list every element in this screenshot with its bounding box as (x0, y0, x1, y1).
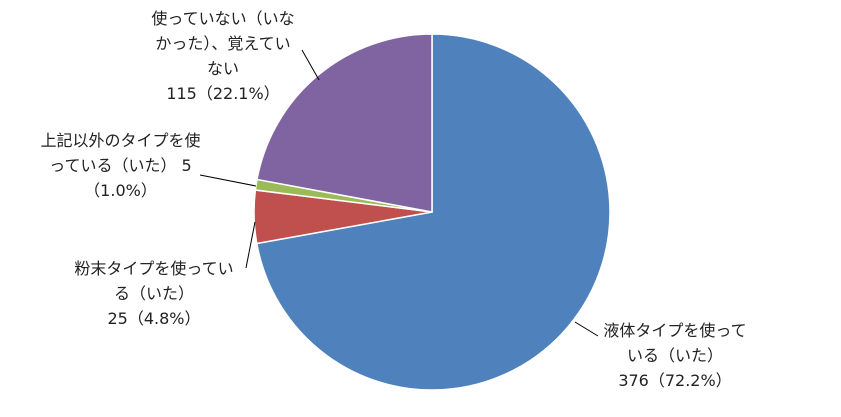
leader-lines (199, 49, 599, 337)
pie-slice (255, 33, 611, 391)
leader-line (245, 221, 256, 269)
leader-line (199, 174, 257, 187)
category-label: 液体タイプを使っている（いた） (603, 321, 747, 365)
category-label: 粉末タイプを使っている（いた） (74, 259, 234, 303)
slices (253, 33, 611, 391)
slice-label: 粉末タイプを使っている（いた） 25（4.8%） (74, 256, 234, 331)
value-label: 376（72.2%） (618, 371, 732, 390)
category-label: 上記以外のタイプを使っている（いた） (40, 131, 201, 175)
slice-label: 液体タイプを使っている（いた） 376（72.2%） (600, 318, 750, 393)
value-label: 25（4.8%） (107, 309, 201, 328)
category-label: 使っていない（いなかった）、覚えていない (151, 9, 295, 78)
value-label: 5（1.0%） (84, 156, 192, 200)
slice-label: 使っていない（いなかった）、覚えていない 115（22.1%） (148, 6, 298, 106)
slice-label: 上記以外のタイプを使っている（いた） 5（1.0%） (38, 128, 203, 203)
pie-slice (256, 33, 433, 213)
leader-line (301, 49, 320, 81)
leader-line (574, 321, 599, 337)
value-label: 115（22.1%） (166, 84, 280, 103)
